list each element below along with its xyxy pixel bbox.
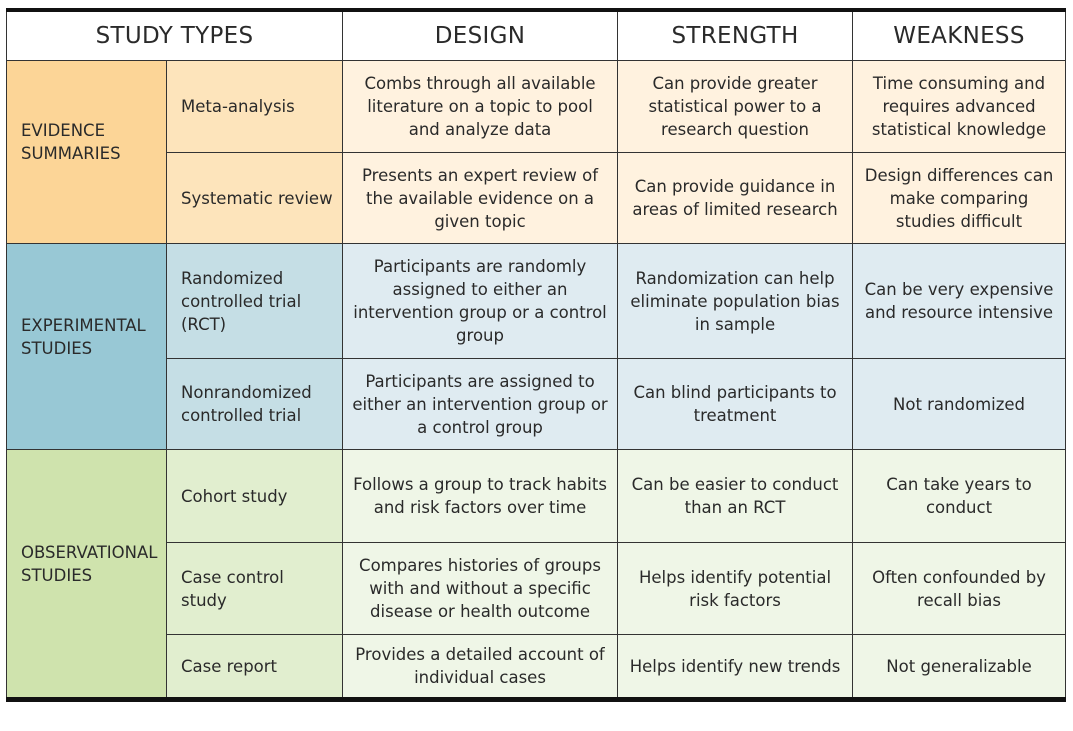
study-type-cell: Case report [165,634,344,700]
strength-cell: Helps identify potential risk factors [617,542,854,635]
table-row: OBSERVATIONAL STUDIES Cohort study Follows… [6,449,1067,700]
weakness-cell: Time consuming and requires advanced sta… [852,60,1067,153]
weakness-cell: Can take years to conduct [852,449,1067,543]
weakness-cell: Often confounded by recall bias [852,542,1067,635]
weakness-cell: Can be very expensive and resource inten… [852,243,1067,359]
table-row: Case control study Compares histories of … [7,542,1067,635]
study-type-cell: Randomized controlled trial (RCT) [165,243,344,359]
header-weakness: WEAKNESS [852,9,1067,61]
design-cell: Presents an expert review of the availab… [342,152,619,244]
group-label: OBSERVATIONAL STUDIES [6,449,167,700]
group-name: EVIDENCE SUMMARIES [21,121,121,163]
table-row: Case report Provides a detailed account o… [7,634,1067,700]
study-type-cell: Cohort study [165,449,344,543]
strength-cell: Can provide greater statistical power to… [617,60,854,153]
strength-cell: Can blind participants to treatment [617,358,854,450]
strength-cell: Can provide guidance in areas of limited… [617,152,854,244]
group-name: OBSERVATIONAL STUDIES [21,542,158,585]
group-name: EXPERIMENTAL STUDIES [21,315,146,358]
strength-cell: Helps identify new trends [617,634,854,700]
design-cell: Compares histories of groups with and wi… [342,542,619,635]
study-type-cell: Nonrandomized controlled trial [165,358,344,450]
group-label: EXPERIMENTAL STUDIES [6,243,167,450]
header-row: STUDY TYPES DESIGN STRENGTH WEAKNESS [5,9,1067,61]
strength-cell: Randomization can help eliminate populat… [617,243,854,359]
group-label: EVIDENCE SUMMARIES [6,60,167,244]
design-cell: Combs through all available literature o… [342,60,619,153]
table-row: Nonrandomized controlled trial Participan… [7,358,1067,450]
table-row: EXPERIMENTAL STUDIES Randomized controlle… [6,243,1067,450]
weakness-cell: Design differences can make comparing st… [852,152,1067,244]
strength-cell: Can be easier to conduct than an RCT [617,449,854,543]
weakness-cell: Not randomized [852,358,1067,450]
table-row: EVIDENCE SUMMARIES Meta-analysis Combs thr… [6,60,1067,244]
header-design: DESIGN [342,9,619,61]
study-type-cell: Meta-analysis [165,60,344,153]
study-type-cell: Case control study [165,542,344,635]
table-row: Systematic review Presents an expert revi… [7,152,1067,244]
design-cell: Participants are assigned to either an i… [342,358,619,450]
header-strength: STRENGTH [617,9,854,61]
weakness-cell: Not generalizable [852,634,1067,700]
study-types-table: STUDY TYPES DESIGN STRENGTH WEAKNESS EVI… [5,8,1067,702]
design-cell: Follows a group to track habits and risk… [342,449,619,543]
design-cell: Participants are randomly assigned to ei… [342,243,619,359]
header-study-types: STUDY TYPES [5,9,344,61]
design-cell: Provides a detailed account of individua… [342,634,619,700]
study-type-cell: Systematic review [165,152,344,244]
